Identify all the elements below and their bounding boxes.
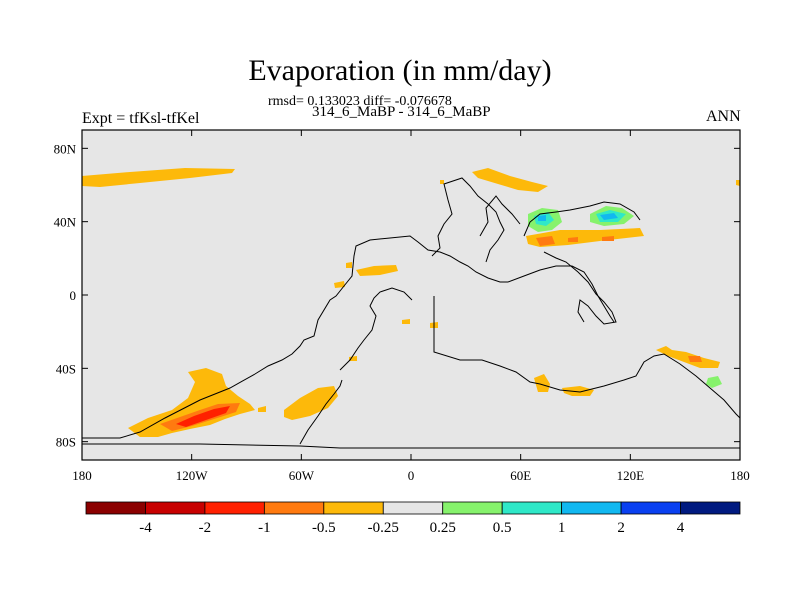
- stats-line: rmsd= 0.133023 diff= -0.076678: [268, 94, 452, 109]
- colorbar-swatch: [323, 501, 384, 515]
- colorbar-swatch: [680, 501, 741, 515]
- coastlines: [82, 177, 741, 449]
- coastline-africa: [433, 296, 741, 419]
- colorbar-swatch: [620, 501, 681, 515]
- colorbar-swatch: [501, 501, 563, 515]
- x-tick-label: 120E: [617, 468, 645, 483]
- anomaly-patch-east-asia: [526, 228, 644, 247]
- coastline-east-asia: [523, 201, 641, 237]
- chart-title: Evaporation (in mm/day): [248, 54, 552, 87]
- anomaly-patch-east-asia-small-2: [602, 236, 614, 241]
- colorbar-label: -0.5: [312, 520, 336, 536]
- anomaly-patch-small-7: [440, 180, 444, 184]
- anomaly-patch-australia-core: [688, 356, 702, 362]
- y-tick-label: 40N: [54, 215, 77, 230]
- anomaly-patch-small-2: [346, 262, 352, 268]
- coastline-south-america-east: [339, 287, 413, 371]
- anomaly-patch-small-1: [334, 281, 345, 288]
- x-tick-label: 120W: [176, 468, 209, 483]
- anomaly-patch-north-asia: [472, 168, 548, 192]
- coastline-antarctic: [82, 443, 740, 449]
- colorbar-swatch: [204, 501, 265, 515]
- anomaly-patch-south-pacific-core: [176, 406, 230, 427]
- anomaly-patch-small-3: [402, 319, 410, 324]
- anomaly-patch-south-indian-2: [562, 386, 594, 396]
- x-tick-label: 60W: [289, 468, 315, 483]
- anomaly-patch-positive-australia: [706, 376, 722, 388]
- coastline-indian: [543, 251, 617, 325]
- colorbar-swatch: [145, 501, 206, 515]
- anomaly-patch-australia: [656, 346, 720, 368]
- coastline-americas-south-tip: [299, 379, 343, 445]
- colorbar-swatch: [442, 501, 503, 515]
- y-axis: 80N 40N 0 40S 80S: [54, 141, 740, 450]
- y-tick-label: 40S: [56, 361, 76, 376]
- anomaly-patch-positive-west-asia-peak: [538, 215, 546, 221]
- y-tick-label: 80S: [56, 435, 76, 450]
- colorbar-swatch: [561, 501, 622, 515]
- colorbar-label: -0.25: [368, 520, 399, 536]
- colorbar-label: 4: [677, 520, 685, 536]
- colorbar-label: 1: [558, 520, 566, 536]
- coastline-africa-europe: [431, 177, 505, 263]
- anomaly-patch-south-indian-1: [534, 374, 550, 392]
- colorbar-label: -2: [199, 520, 212, 536]
- coastline-asia: [507, 265, 615, 323]
- x-axis: 180 120W 60W 0 60E 120E 180: [72, 130, 750, 483]
- anomaly-patch-small-5: [349, 356, 357, 361]
- x-tick-label: 0: [408, 468, 415, 483]
- colorbar-swatch: [382, 501, 444, 515]
- coastline-arctic: [479, 195, 521, 237]
- anomaly-patch-southwest-atlantic: [284, 386, 338, 420]
- x-tick-label: 180: [72, 468, 92, 483]
- colorbar-swatch: [263, 501, 325, 515]
- anomaly-patch-north-atlantic: [356, 265, 398, 276]
- colorbar-label: -4: [139, 520, 152, 536]
- anomaly-patch-south-pacific: [128, 368, 255, 437]
- y-tick-label: 80N: [54, 141, 77, 156]
- anomaly-fields: [82, 168, 740, 437]
- colorbar: -4 -2 -1 -0.5 -0.25 0.25 0.5 1 2 4: [85, 501, 741, 536]
- x-tick-label: 60E: [510, 468, 531, 483]
- anomaly-patch-north-pacific: [82, 168, 235, 187]
- anomaly-patch-east-asia-small: [568, 237, 578, 242]
- chart-subtitle: 314_6_MaBP - 314_6_MaBP: [312, 104, 491, 120]
- anomaly-patch-small-6: [258, 406, 266, 412]
- colorbar-label: 0.5: [493, 520, 512, 536]
- season-label: ANN: [706, 108, 741, 125]
- y-tick-label: 0: [70, 288, 77, 303]
- experiment-label: Expt = tfKsl-tfKel: [82, 110, 200, 127]
- anomaly-patch-east-asia-mid: [536, 236, 555, 246]
- x-tick-label: 180: [730, 468, 750, 483]
- anomaly-patch-east-edge: [736, 180, 740, 186]
- anomaly-patch-positive-east-asia-peak: [600, 213, 618, 220]
- colorbar-label: 2: [617, 520, 625, 536]
- colorbar-label: 0.25: [430, 520, 456, 536]
- colorbar-swatch: [85, 501, 146, 515]
- coastline-south-america: [82, 235, 508, 439]
- colorbar-label: -1: [258, 520, 271, 536]
